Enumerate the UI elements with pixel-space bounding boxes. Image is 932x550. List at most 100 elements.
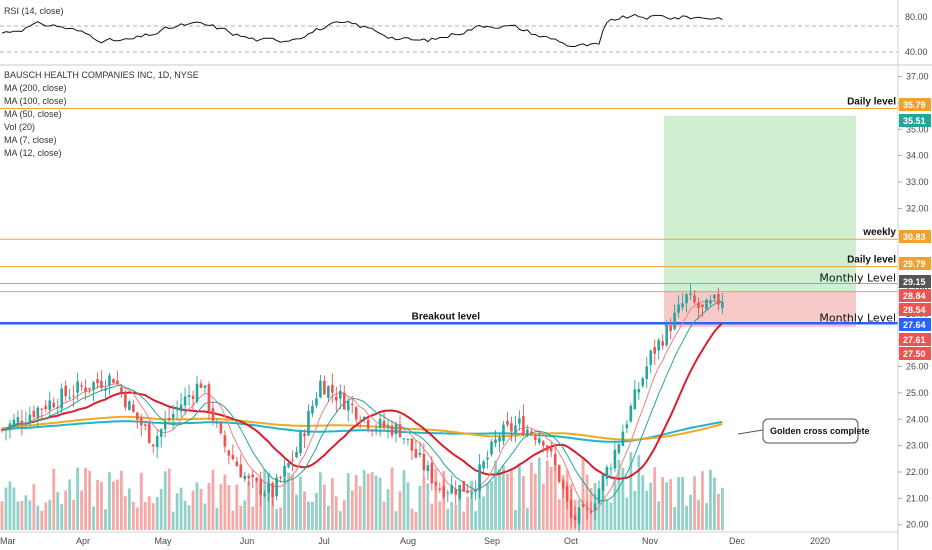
level-labels[interactable]: Daily level weekly Daily level Monthly Leve… (412, 96, 897, 324)
trade-zone[interactable] (664, 115, 856, 327)
candle-body (350, 403, 354, 406)
candle-body (693, 295, 696, 303)
volume-bar (653, 467, 657, 530)
volume-bar (307, 501, 310, 530)
volume-bar (72, 499, 76, 530)
legend-ma100: MA (100, close) (4, 96, 67, 106)
volume-bar (267, 472, 271, 530)
candle-body (645, 366, 649, 380)
golden-cross-callout[interactable]: Golden cross complete (737, 418, 870, 444)
volume-bar (299, 476, 302, 530)
volume-bar (163, 471, 167, 530)
volume-bar (478, 472, 481, 530)
time-tick-label: May (154, 536, 172, 546)
candle-body (422, 453, 426, 471)
volume-bar (470, 480, 474, 530)
volume-bar (179, 487, 183, 530)
price-tick-label: 21.00 (906, 493, 929, 503)
price-tick-label: 22.00 (906, 467, 929, 477)
volume-bar (88, 470, 91, 530)
volume-bar (438, 501, 442, 530)
candle-body (40, 408, 44, 410)
candle-body (366, 419, 370, 429)
volume-bar (92, 506, 95, 530)
candle-body (283, 465, 286, 477)
candle-body (514, 425, 517, 434)
volume-bar (135, 507, 139, 530)
candle-body (414, 449, 418, 458)
candle-body (108, 375, 111, 386)
time-tick-label: Sep (484, 536, 500, 546)
volume-bar (450, 502, 454, 530)
legend: BAUSCH HEALTH COMPANIES INC, 1D, NYSE MA… (4, 70, 199, 158)
candle-body (223, 435, 227, 447)
volume-bar (681, 477, 684, 530)
volume-bar (247, 480, 251, 530)
volume-bar (28, 500, 32, 530)
volume-bar (243, 500, 247, 530)
candle-body (565, 485, 569, 502)
volume-bar (167, 468, 171, 530)
price-tick-label: 20.00 (906, 520, 929, 530)
candle-body (171, 414, 175, 419)
volume-bar (374, 475, 378, 530)
volume-bar (426, 483, 430, 530)
candle-body (311, 405, 314, 414)
volume-bar (422, 477, 426, 530)
volume-bar (68, 479, 72, 530)
candle-body (96, 379, 99, 384)
candle-body (315, 398, 318, 406)
candle-body (518, 418, 521, 424)
candle-body (327, 386, 330, 398)
volume-bar (498, 468, 501, 530)
candle-body (390, 425, 394, 436)
volume-bar (44, 502, 48, 530)
horizontal-levels[interactable] (0, 107, 898, 325)
candle-body (697, 303, 700, 309)
candle-body (255, 477, 259, 481)
candle-body (24, 422, 28, 425)
stop-zone (664, 291, 856, 327)
price-tick-label: 35.00 (906, 124, 929, 134)
candle-body (120, 387, 123, 392)
volume-bar (358, 486, 362, 530)
candle-body (454, 489, 458, 495)
volume-bar (263, 469, 267, 530)
volume-bar (251, 506, 255, 530)
candle-body (442, 486, 446, 497)
volume-bar (454, 505, 458, 530)
volume-bar (36, 505, 40, 530)
volume-bar (378, 477, 382, 530)
candle-body (307, 410, 310, 436)
volume-bar (545, 460, 549, 530)
volume-bar (104, 509, 107, 530)
volume-bar (346, 473, 350, 530)
volume-bar (514, 509, 517, 530)
price-tick-label: 37.00 (906, 72, 929, 82)
volume-bar (446, 508, 450, 530)
volume-bar (303, 491, 306, 530)
candle-body (247, 475, 251, 479)
volume-bar (629, 452, 633, 530)
price-tick-label: 24.00 (906, 414, 929, 424)
candle-body (12, 419, 16, 427)
candle-body (227, 450, 231, 456)
candle-body (561, 480, 565, 489)
time-tick-label: 2020 (810, 536, 830, 546)
candle-body (649, 350, 653, 365)
candle-body (346, 401, 350, 411)
candle-body (573, 515, 577, 521)
legend-title: BAUSCH HEALTH COMPANIES INC, 1D, NYSE (4, 70, 199, 80)
volume-bar (8, 481, 12, 530)
daily-level-label: Daily level (847, 96, 896, 107)
legend-ma50: MA (50, close) (4, 109, 62, 119)
volume-bar (621, 467, 625, 530)
volume-bars (0, 452, 724, 530)
candle-body (597, 488, 601, 504)
candle-body (167, 417, 171, 421)
candle-body (705, 299, 708, 310)
price-tag-bg (899, 333, 931, 346)
candle-body (136, 412, 139, 420)
time-axis[interactable]: Mar Apr May Jun Jul Aug Sep Oct Nov Dec 2020 (0, 531, 898, 546)
